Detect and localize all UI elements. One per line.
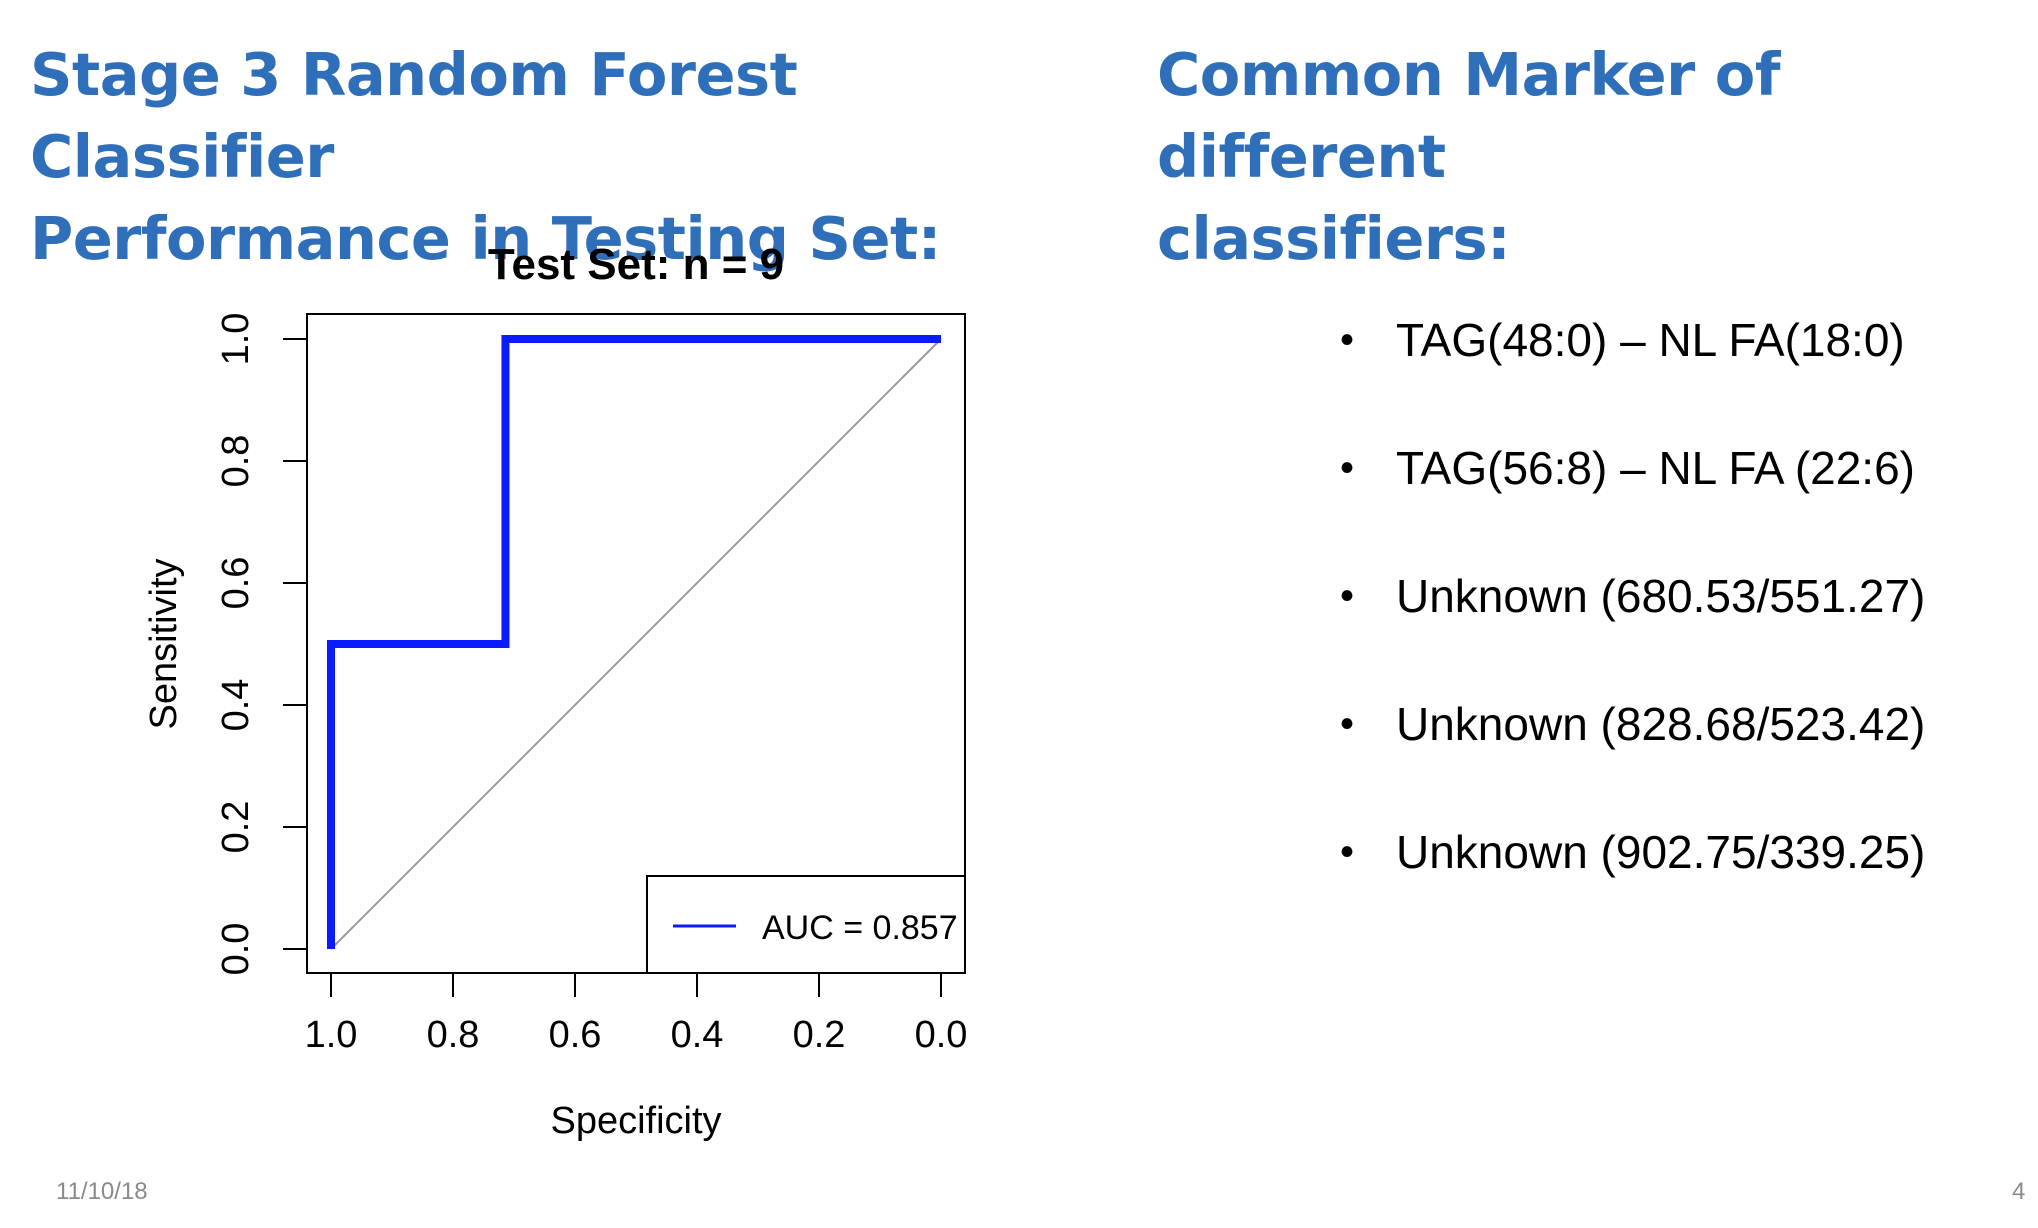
markers-section-heading-line1: Common Marker of different [1157,40,1781,191]
x-tick-label: 1.0 [305,1014,358,1056]
bullet-icon: • [1340,446,1355,490]
chart-section-heading-line1: Stage 3 Random Forest Classifier [30,40,798,191]
marker-text: Unknown (828.68/523.42) [1396,698,1926,750]
y-tick-label: 0.6 [215,557,257,610]
x-axis-label: Specificity [550,1100,721,1142]
marker-text: Unknown (680.53/551.27) [1396,570,1926,622]
marker-item: • TAG(56:8) – NL FA (22:6) [1340,428,1925,556]
bullet-icon: • [1340,574,1355,618]
y-tick-label: 0.0 [215,923,257,976]
legend-label: AUC = 0.857 [762,909,958,947]
marker-item: • TAG(48:0) – NL FA(18:0) [1340,300,1925,428]
roc-curve-line [327,335,941,949]
footer-date: 11/10/18 [56,1178,148,1205]
bullet-icon: • [1340,318,1355,362]
reference-diagonal-line [330,338,942,950]
page-number: 4 [2012,1178,2026,1205]
markers-list: • TAG(48:0) – NL FA(18:0) • TAG(56:8) – NL … [1340,300,1925,940]
y-tick-label: 0.2 [215,801,257,854]
x-tick-label: 0.8 [427,1014,480,1056]
y-tick-label: 1.0 [215,313,257,366]
chart-section-heading-line2: Performance in Testing Set: [30,204,941,273]
markers-section-heading: Common Marker of different classifiers: [1157,34,2027,280]
y-axis-label: Sensitivity [143,558,185,729]
x-tick-label: 0.4 [671,1014,724,1056]
marker-item: • Unknown (902.75/339.25) [1340,812,1925,940]
marker-text: TAG(56:8) – NL FA (22:6) [1396,442,1915,494]
bullet-icon: • [1340,702,1355,746]
y-tick-label: 0.4 [215,679,257,732]
marker-item: • Unknown (828.68/523.42) [1340,684,1925,812]
x-tick-label: 0.0 [915,1014,968,1056]
marker-text: Unknown (902.75/339.25) [1396,826,1926,878]
y-tick-label: 0.8 [215,435,257,488]
marker-item: • Unknown (680.53/551.27) [1340,556,1925,684]
chart-title: Test Set: n = 9 [488,240,784,289]
markers-section-heading-line2: classifiers: [1157,204,1511,273]
plot-frame [306,313,966,974]
x-tick-label: 0.2 [793,1014,846,1056]
x-tick-label: 0.6 [549,1014,602,1056]
plot-area: 1.0 0.8 0.6 0.4 0.2 0.0 0.0 0.2 0.4 0.6 0.8 1.0 AUC … [215,313,967,1056]
chart-section-heading: Stage 3 Random Forest Classifier Perform… [30,34,1030,280]
bullet-icon: • [1340,830,1355,874]
marker-text: TAG(48:0) – NL FA(18:0) [1396,314,1905,366]
